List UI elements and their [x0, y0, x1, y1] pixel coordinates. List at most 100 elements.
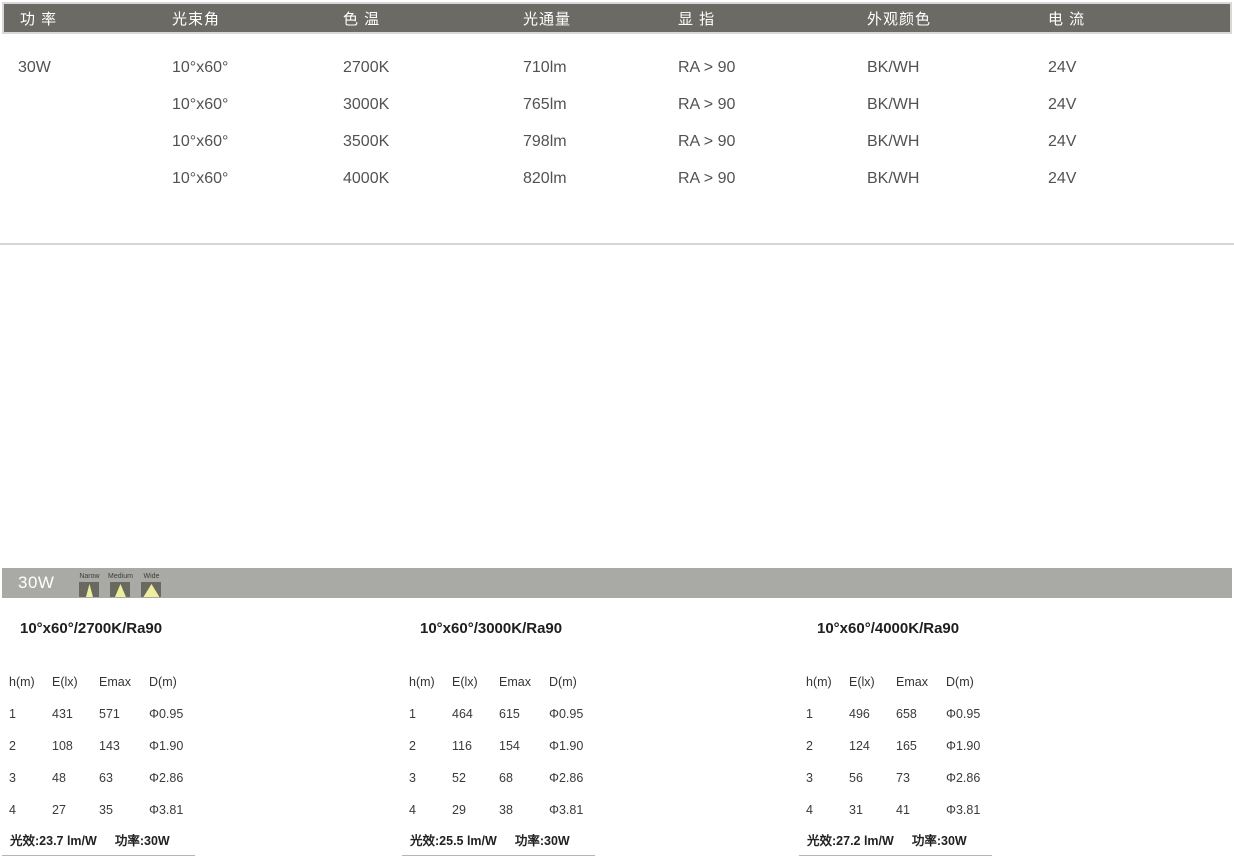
wide-beam-icon — [141, 582, 162, 597]
cell-diameter: Φ0.95 — [149, 707, 184, 721]
medium-beam-icon — [110, 582, 131, 597]
spec-cell-current: 24V — [1048, 169, 1077, 187]
cell-lux: 27 — [52, 803, 66, 817]
photometric-table-title: 10°x60°/4000K/Ra90 — [817, 620, 960, 637]
cell-diameter: Φ3.81 — [946, 803, 981, 817]
photometric-grid: h(m) E(lx) Emax D(m) 1 496 658 Φ0.95 2 1… — [799, 666, 1004, 826]
cell-height: 1 — [9, 707, 16, 721]
col-header-emax: Emax — [99, 675, 131, 689]
cell-lux: 56 — [849, 771, 863, 785]
power-value: 功率:30W — [911, 834, 967, 848]
cell-lux: 29 — [452, 803, 466, 817]
cell-diameter: Φ0.95 — [946, 707, 981, 721]
photometric-table-title: 10°x60°/2700K/Ra90 — [20, 620, 163, 637]
spec-cell-cct: 3500K — [343, 132, 390, 150]
cell-emax: 68 — [499, 771, 513, 785]
col-header-emax: Emax — [499, 675, 531, 689]
col-header-height: h(m) — [409, 675, 435, 689]
cell-diameter: Φ2.86 — [549, 771, 584, 785]
spec-cell-beam-angle: 10°x60° — [172, 58, 229, 76]
cell-diameter: Φ0.95 — [549, 707, 584, 721]
spec-table-row: 30W 10°x60° 2700K 710lm RA > 90 BK/WH 24… — [0, 49, 1234, 86]
beam-triangle — [143, 584, 160, 597]
col-header-height: h(m) — [806, 675, 832, 689]
cell-lux: 124 — [849, 739, 870, 753]
spec-cell-flux: 710lm — [523, 58, 567, 76]
spec-cell-cct: 2700K — [343, 58, 390, 76]
efficacy-value: 光效:25.5 lm/W — [410, 834, 497, 848]
photometric-table-title: 10°x60°/3000K/Ra90 — [420, 620, 563, 637]
cell-diameter: Φ1.90 — [946, 739, 981, 753]
spec-cell-cct: 3000K — [343, 95, 390, 113]
photometric-footer: 光效:25.5 lm/W 功率:30W — [402, 830, 595, 856]
photometric-grid: h(m) E(lx) Emax D(m) 1 464 615 Φ0.95 2 1… — [402, 666, 607, 826]
spec-cell-flux: 798lm — [523, 132, 567, 150]
cell-height: 3 — [806, 771, 813, 785]
cell-height: 3 — [409, 771, 416, 785]
spec-cell-cri: RA > 90 — [678, 58, 736, 76]
cell-lux: 52 — [452, 771, 466, 785]
efficacy-value: 光效:27.2 lm/W — [807, 834, 894, 848]
beam-icon-label: Wide — [143, 573, 160, 580]
spec-table-header: 功 率 光束角 色 温 光通量 显 指 外观颜色 电 流 — [2, 2, 1232, 34]
spec-col-header-power: 功 率 — [20, 10, 58, 28]
cell-emax: 38 — [499, 803, 513, 817]
spec-col-header-flux: 光通量 — [523, 10, 572, 28]
spec-cell-flux: 765lm — [523, 95, 567, 113]
col-header-lux: E(lx) — [52, 675, 78, 689]
beam-icon-group: Narow Medium Wide — [78, 568, 162, 598]
cell-diameter: Φ3.81 — [149, 803, 184, 817]
cell-emax: 154 — [499, 739, 520, 753]
cell-height: 2 — [409, 739, 416, 753]
narrow-beam-icon — [79, 582, 100, 597]
cell-diameter: Φ1.90 — [149, 739, 184, 753]
photometric-table-4000k: 10°x60°/4000K/Ra90 h(m) E(lx) Emax D(m) … — [799, 615, 1004, 856]
photometric-footer: 光效:23.7 lm/W 功率:30W — [2, 830, 195, 856]
beam-icon-wide: Wide — [140, 573, 162, 597]
cell-height: 2 — [9, 739, 16, 753]
cell-lux: 431 — [52, 707, 73, 721]
cell-lux: 48 — [52, 771, 66, 785]
beam-icon-medium: Medium — [108, 573, 133, 597]
spec-cell-cri: RA > 90 — [678, 132, 736, 150]
spec-cell-power: 30W — [18, 58, 51, 76]
beam-icon-label: Medium — [108, 573, 133, 580]
col-header-height: h(m) — [9, 675, 35, 689]
photometric-table-2700k: 10°x60°/2700K/Ra90 h(m) E(lx) Emax D(m) … — [2, 615, 207, 856]
col-header-diameter: D(m) — [946, 675, 974, 689]
power-label: 30W — [18, 573, 55, 592]
spec-cell-cri: RA > 90 — [678, 169, 736, 187]
power-section-bar: 30W Narow Medium Wide — [2, 568, 1232, 598]
spec-cell-cct: 4000K — [343, 169, 390, 187]
spec-col-header-cri: 显 指 — [678, 10, 716, 28]
spec-col-header-beam-angle: 光束角 — [172, 10, 221, 28]
photometric-footer: 光效:27.2 lm/W 功率:30W — [799, 830, 992, 856]
spec-col-header-current: 电 流 — [1048, 10, 1086, 28]
section-divider — [0, 243, 1234, 245]
cell-lux: 31 — [849, 803, 863, 817]
spec-table-body: 30W 10°x60° 2700K 710lm RA > 90 BK/WH 24… — [0, 34, 1234, 197]
cell-height: 4 — [9, 803, 16, 817]
cell-emax: 165 — [896, 739, 917, 753]
cell-lux: 496 — [849, 707, 870, 721]
col-header-lux: E(lx) — [849, 675, 875, 689]
cell-height: 2 — [806, 739, 813, 753]
cell-lux: 116 — [452, 739, 472, 753]
cell-emax: 73 — [896, 771, 910, 785]
spec-col-header-finish: 外观颜色 — [867, 10, 932, 28]
spec-cell-current: 24V — [1048, 58, 1077, 76]
spec-cell-beam-angle: 10°x60° — [172, 95, 229, 113]
spec-cell-finish: BK/WH — [867, 95, 920, 113]
spec-cell-beam-angle: 10°x60° — [172, 132, 229, 150]
power-value: 功率:30W — [514, 834, 570, 848]
spec-cell-current: 24V — [1048, 95, 1077, 113]
beam-triangle — [85, 584, 93, 597]
beam-icon-narrow: Narow — [78, 573, 100, 597]
cell-height: 3 — [9, 771, 16, 785]
cell-height: 1 — [806, 707, 813, 721]
spec-cell-current: 24V — [1048, 132, 1077, 150]
power-value: 功率:30W — [114, 834, 170, 848]
photometric-table-3000k: 10°x60°/3000K/Ra90 h(m) E(lx) Emax D(m) … — [402, 615, 607, 856]
cell-emax: 63 — [99, 771, 113, 785]
